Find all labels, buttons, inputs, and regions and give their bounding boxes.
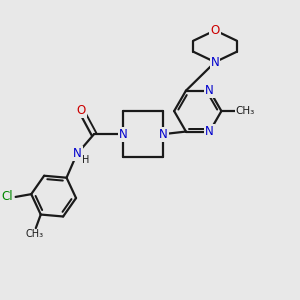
Text: O: O (76, 104, 86, 117)
Text: H: H (82, 154, 89, 164)
Text: N: N (159, 128, 168, 141)
Text: N: N (205, 125, 214, 138)
Text: CH₃: CH₃ (236, 106, 255, 116)
Text: CH₃: CH₃ (25, 229, 44, 239)
Text: O: O (210, 24, 220, 37)
Text: Cl: Cl (2, 190, 14, 203)
Text: N: N (211, 56, 219, 69)
Text: N: N (118, 128, 127, 141)
Text: N: N (73, 147, 82, 160)
Text: N: N (205, 84, 214, 97)
